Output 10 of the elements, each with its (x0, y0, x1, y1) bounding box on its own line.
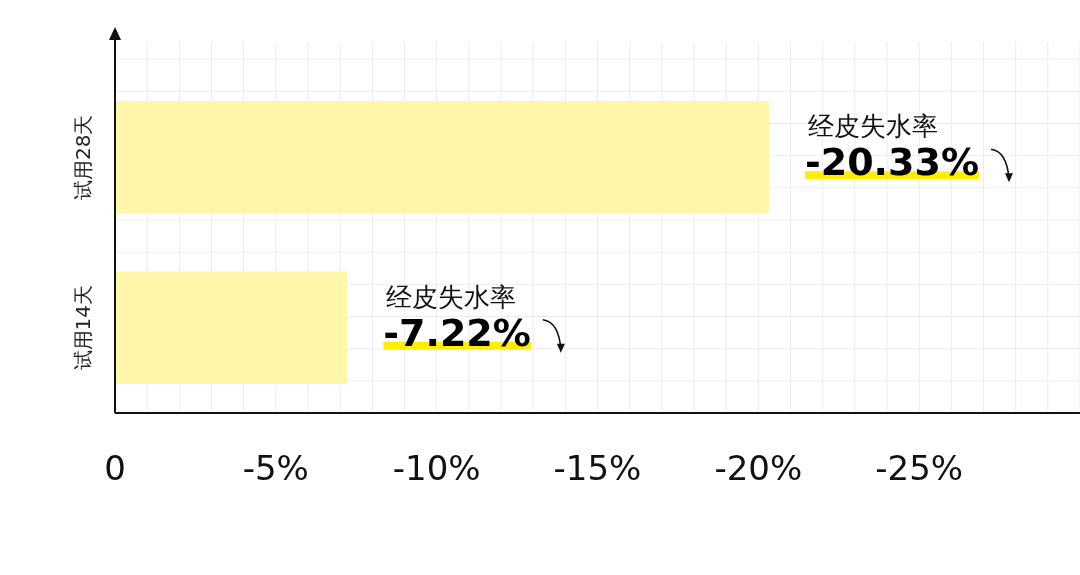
x-tick-label: 0 (104, 448, 126, 488)
x-tick-label: -5% (242, 448, 309, 488)
annotation: 经皮失水率 (386, 281, 517, 312)
y-tick-label: 试用28天 (71, 114, 95, 200)
y-tick-label: 试用14天 (71, 285, 95, 371)
x-tick-label: -10% (392, 448, 481, 488)
x-tick-label: -20% (714, 448, 803, 488)
x-tick-label: -25% (875, 448, 964, 488)
annotation: 经皮失水率 (807, 111, 938, 142)
x-tick-label: -15% (553, 448, 642, 488)
